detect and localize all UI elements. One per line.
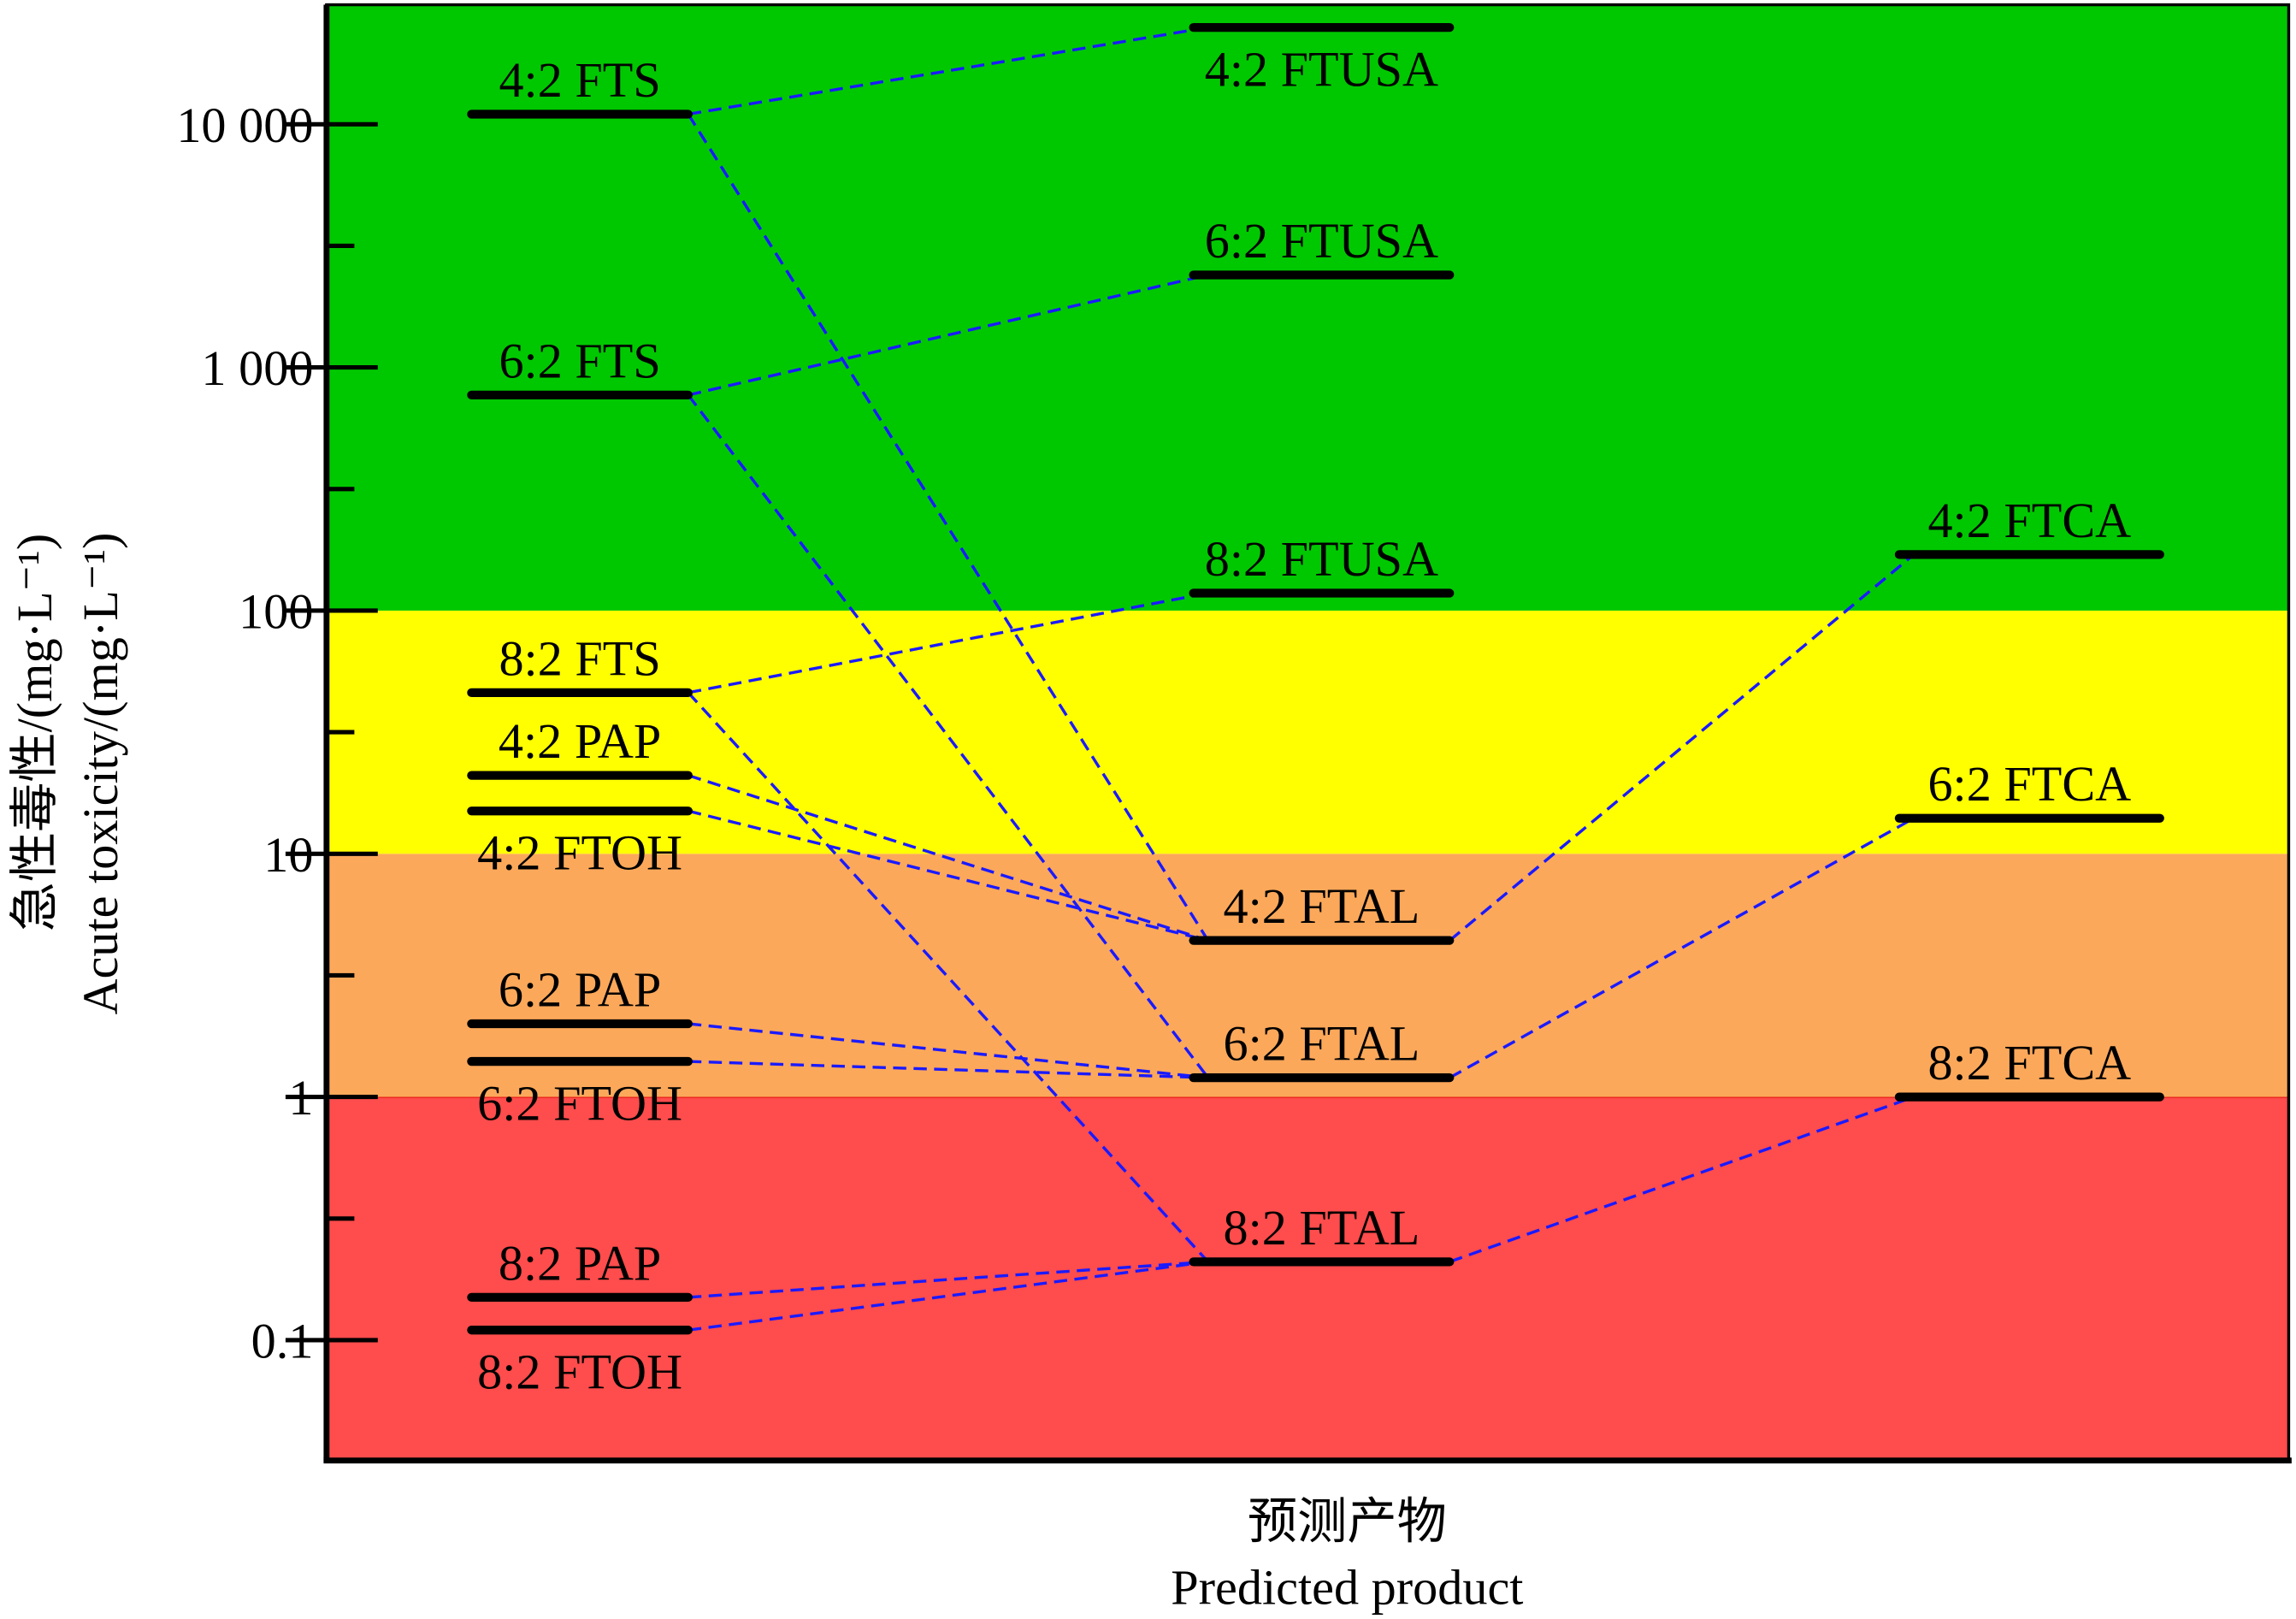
link [688, 774, 1209, 942]
y-tick-label: 0.1 [251, 1313, 314, 1368]
y-tick-label: 10 [263, 827, 313, 883]
level-label: 4:2 PAP [499, 713, 661, 769]
links [687, 26, 1915, 1332]
bands [326, 4, 2290, 1462]
y-tick-label: 1 000 [201, 340, 313, 396]
level-label: 6:2 PAP [499, 961, 661, 1017]
level-label: 6:2 FTAL [1223, 1016, 1420, 1072]
link [1449, 553, 1915, 942]
level-label: 4:2 FTCA [1927, 493, 2131, 548]
link [688, 273, 1209, 397]
x-axis-label: 预测产物 [1248, 1493, 1447, 1549]
y-tick-label: 10 000 [176, 97, 313, 153]
level-label: 8:2 FTUSA [1205, 531, 1438, 587]
marks: 4:2 FTS 6:2 FTS 8:2 FTS 4:2 PAP 4:2 FTOH 6:2 … [467, 22, 2164, 1400]
level-label: 6:2 FTOH [477, 1076, 682, 1132]
level-label: 6:2 FTCA [1927, 756, 2131, 812]
link [687, 691, 1209, 1263]
band [326, 4, 2289, 611]
level-label: 4:2 FTUSA [1205, 42, 1438, 97]
link [688, 1022, 1208, 1079]
link [688, 1260, 1208, 1332]
level-label: 8:2 FTS [499, 630, 660, 686]
level-label: 8:2 FTCA [1927, 1035, 2131, 1090]
level-label: 8:2 FTOH [477, 1344, 682, 1400]
link [688, 26, 1208, 116]
level-label: 8:2 FTAL [1223, 1200, 1420, 1256]
band [326, 854, 2289, 1097]
link [688, 809, 1209, 942]
link [1449, 817, 1915, 1079]
level-label: 8:2 PAP [499, 1235, 661, 1291]
y-axis-label: 急性毒性/(mg·L⁻¹) [7, 534, 62, 931]
link [1449, 1095, 1915, 1263]
x-axis-label: Predicted product [1171, 1559, 1523, 1615]
y-axis-label: Acute toxicity/(mg·L⁻¹) [73, 533, 128, 1015]
level-label: 4:2 FTOH [477, 825, 682, 881]
y-tick-label: 1 [288, 1070, 313, 1126]
band [326, 1096, 2290, 1462]
link [688, 1260, 1208, 1299]
level-label: 4:2 FTAL [1223, 878, 1420, 934]
level-label: 6:2 FTS [499, 333, 660, 388]
level-label: 6:2 FTUSA [1205, 213, 1438, 269]
level-label: 4:2 FTS [499, 52, 660, 108]
link [688, 1060, 1208, 1079]
y-tick-label: 100 [239, 583, 313, 639]
link [688, 591, 1209, 694]
